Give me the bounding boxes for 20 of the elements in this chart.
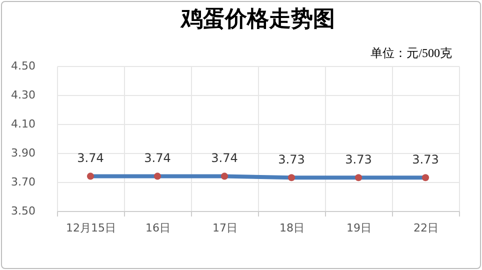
text: 单位：元/500克 [370,46,452,60]
y-tick-label: 3.50 [11,204,36,218]
chart-title: 鸡蛋价格走势图 [180,6,335,31]
x-tick-label: 19日 [346,222,372,234]
data-label: 3.73 [345,152,372,167]
y-tick-label: 4.30 [11,88,36,102]
x-tick-label: 16日 [146,222,170,234]
y-tick-label: 4.10 [11,118,36,130]
data-label: 3.73 [278,152,305,167]
data-label: 3.74 [144,151,171,166]
y-tick-label: 3.90 [11,146,36,160]
x-tick-label: 22日 [414,222,438,234]
data-label: 3.73 [412,152,439,167]
x-tick-label: 17日 [212,222,238,234]
y-tick-label: 3.70 [11,176,36,188]
data-label: 3.74 [211,151,238,166]
data-label: 3.74 [77,151,104,166]
y-tick-label: 4.50 [11,60,36,72]
x-tick-label: 18日 [280,222,304,234]
x-tick-label: 12月15日 [66,222,116,234]
